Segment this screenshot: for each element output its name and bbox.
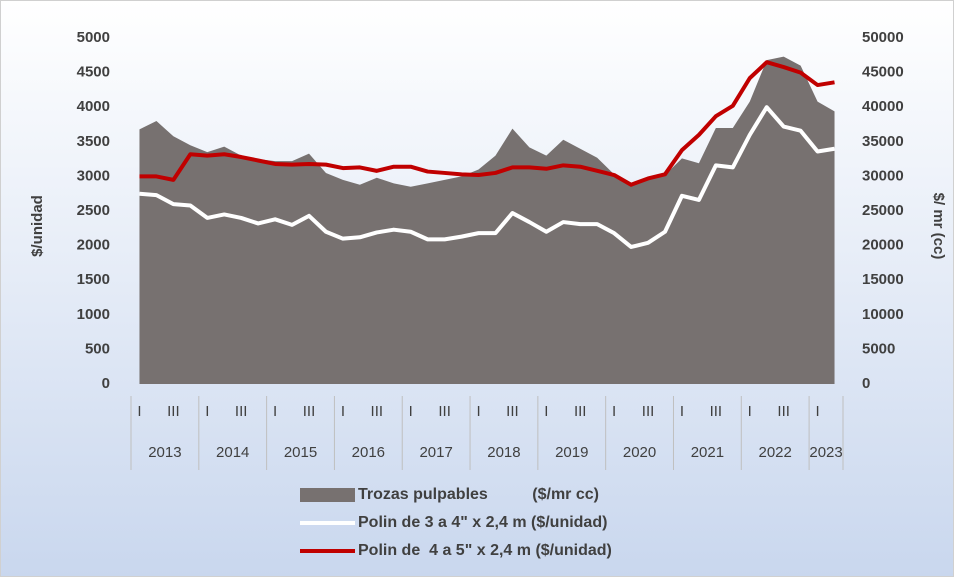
x-tick-label: III [371,403,384,420]
x-tick-label: I [273,403,277,420]
y-tick-label: 500 [85,340,110,357]
legend-swatch [300,488,355,502]
x-tick-label: I [748,403,752,420]
line [139,105,835,249]
x-group-label: 2023 [809,444,842,461]
x-group-label: 2018 [487,444,520,461]
legend-label: Polin de 3 a 4" x 2,4 m ($/unidad) [358,514,607,531]
legend-label: Trozas pulpables ($/mr cc) [358,486,599,503]
x-group-label: 2013 [148,444,181,461]
x-group-label: 2014 [216,444,249,461]
x-group-label: 2020 [623,444,656,461]
x-tick-label: III [710,403,723,420]
y2-tick-label: 35000 [862,133,904,150]
x-tick-label: III [303,403,316,420]
x-tick-label: I [476,403,480,420]
x-group-label: 2016 [352,444,385,461]
y2-axis-label: $/ mr (cc) [930,193,947,260]
y-tick-label: 0 [102,375,110,392]
y-axis-label: $/unidad [29,195,46,257]
x-group-label: 2021 [691,444,724,461]
x-tick-label: III [167,403,180,420]
y2-tick-label: 50000 [862,29,904,46]
y2-tick-label: 20000 [862,237,904,254]
y2-tick-label: 5000 [862,340,895,357]
y2-tick-label: 45000 [862,64,904,81]
y-tick-label: 1500 [77,271,110,288]
x-tick-label: III [642,403,655,420]
x-group-label: 2019 [555,444,588,461]
y-tick-label: 4000 [77,98,110,115]
y-tick-label: 1000 [77,306,110,323]
x-tick-label: III [777,403,790,420]
x-group-label: 2015 [284,444,317,461]
y2-tick-label: 30000 [862,167,904,184]
x-tick-label: I [680,403,684,420]
x-tick-label: I [137,403,141,420]
x-tick-label: III [574,403,587,420]
x-tick-label: I [815,403,819,420]
x-group-label: 2017 [419,444,452,461]
x-tick-label: I [612,403,616,420]
x-tick-label: III [438,403,451,420]
x-tick-label: III [506,403,519,420]
y-tick-label: 4500 [77,64,110,81]
y2-tick-label: 15000 [862,271,904,288]
y2-tick-label: 0 [862,375,870,392]
line [139,60,835,187]
x-tick-label: I [544,403,548,420]
x-tick-label: I [205,403,209,420]
y-tick-label: 2500 [77,202,110,219]
legend-label: Polin de 4 a 5" x 2,4 m ($/unidad) [358,542,612,559]
y2-tick-label: 25000 [862,202,904,219]
y-tick-label: 3500 [77,133,110,150]
x-tick-label: I [341,403,345,420]
y2-tick-label: 10000 [862,306,904,323]
y-tick-label: 2000 [77,237,110,254]
x-tick-label: III [235,403,248,420]
y-tick-label: 3000 [77,167,110,184]
x-tick-label: I [409,403,413,420]
x-group-label: 2022 [759,444,792,461]
area [139,56,835,385]
y2-tick-label: 40000 [862,98,904,115]
y-tick-label: 5000 [77,29,110,46]
